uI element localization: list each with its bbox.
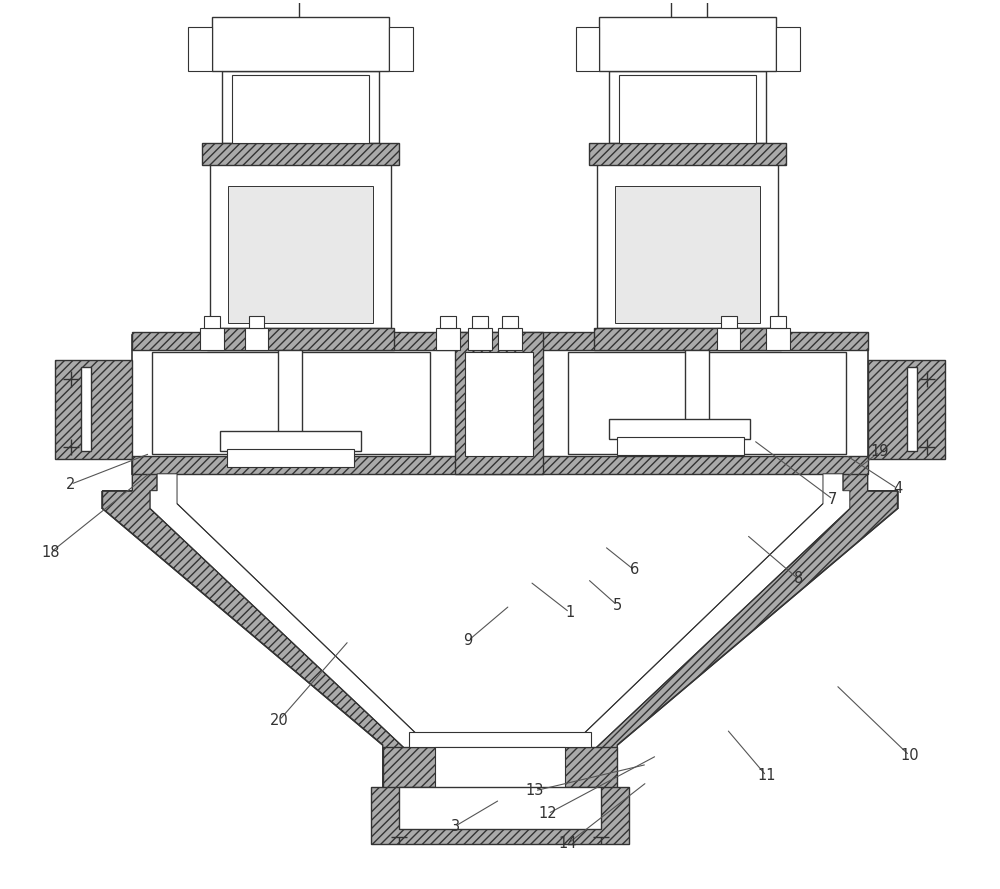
Text: 6: 6 <box>630 563 639 578</box>
Bar <box>619 76 756 143</box>
Text: 11: 11 <box>757 768 776 783</box>
Bar <box>152 351 430 454</box>
Polygon shape <box>150 474 435 789</box>
Bar <box>204 316 220 328</box>
Polygon shape <box>102 474 409 789</box>
Bar <box>227 449 354 467</box>
Bar <box>399 787 601 829</box>
Bar <box>776 27 800 71</box>
Polygon shape <box>591 474 898 789</box>
Bar <box>609 419 750 439</box>
Text: 4: 4 <box>893 481 902 496</box>
Bar <box>436 328 460 349</box>
Bar <box>278 349 302 434</box>
Text: 12: 12 <box>538 806 557 821</box>
Bar <box>132 332 868 349</box>
Text: 20: 20 <box>270 713 289 727</box>
Bar <box>589 143 786 164</box>
Text: 1: 1 <box>565 605 574 620</box>
Polygon shape <box>565 474 850 789</box>
Bar <box>132 456 868 474</box>
Text: 8: 8 <box>794 572 803 586</box>
Bar <box>440 316 456 328</box>
Bar <box>599 17 776 71</box>
Bar <box>371 787 629 845</box>
Bar <box>685 349 709 421</box>
Bar <box>498 328 522 349</box>
Bar <box>717 328 740 349</box>
Text: 7: 7 <box>828 492 838 507</box>
Bar <box>202 143 399 164</box>
Bar <box>188 27 212 71</box>
Text: 3: 3 <box>451 819 460 834</box>
Bar <box>868 359 945 459</box>
Text: 9: 9 <box>464 633 473 648</box>
Bar <box>597 163 778 328</box>
Bar <box>594 328 781 349</box>
Bar <box>455 332 543 474</box>
Bar <box>576 27 599 71</box>
Bar <box>232 76 369 143</box>
Text: 5: 5 <box>613 597 622 613</box>
Bar <box>468 328 492 349</box>
Bar <box>81 367 91 451</box>
Bar <box>617 437 744 455</box>
Bar <box>222 71 379 143</box>
Bar <box>132 334 868 474</box>
Bar <box>389 27 413 71</box>
Bar <box>609 71 766 143</box>
Bar <box>472 316 488 328</box>
Bar <box>409 733 591 747</box>
Bar <box>55 359 132 459</box>
Bar <box>200 328 224 349</box>
Bar <box>770 316 786 328</box>
Bar <box>465 351 533 456</box>
Bar <box>615 186 760 323</box>
Bar <box>228 186 373 323</box>
Text: 13: 13 <box>526 783 544 798</box>
Text: 14: 14 <box>558 837 577 852</box>
Bar <box>212 17 389 71</box>
Bar <box>502 316 518 328</box>
Text: 2: 2 <box>66 477 75 492</box>
Bar <box>766 328 790 349</box>
Text: 18: 18 <box>42 545 60 560</box>
Bar <box>245 328 268 349</box>
Bar <box>435 747 565 789</box>
Text: 10: 10 <box>900 748 919 763</box>
Bar <box>568 351 846 454</box>
Bar <box>207 328 394 349</box>
Bar <box>721 316 737 328</box>
Text: 19: 19 <box>870 444 889 459</box>
Bar <box>907 367 917 451</box>
Bar <box>383 747 617 789</box>
Bar <box>210 163 391 328</box>
Bar <box>249 316 264 328</box>
Bar <box>220 431 361 451</box>
